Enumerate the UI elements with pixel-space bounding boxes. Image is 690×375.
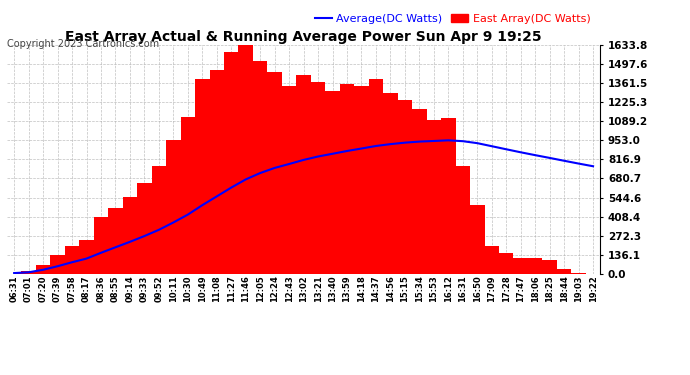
Legend: Average(DC Watts), East Array(DC Watts): Average(DC Watts), East Array(DC Watts) bbox=[311, 9, 595, 28]
Text: Copyright 2023 Cartronics.com: Copyright 2023 Cartronics.com bbox=[7, 39, 159, 50]
Title: East Array Actual & Running Average Power Sun Apr 9 19:25: East Array Actual & Running Average Powe… bbox=[66, 30, 542, 44]
